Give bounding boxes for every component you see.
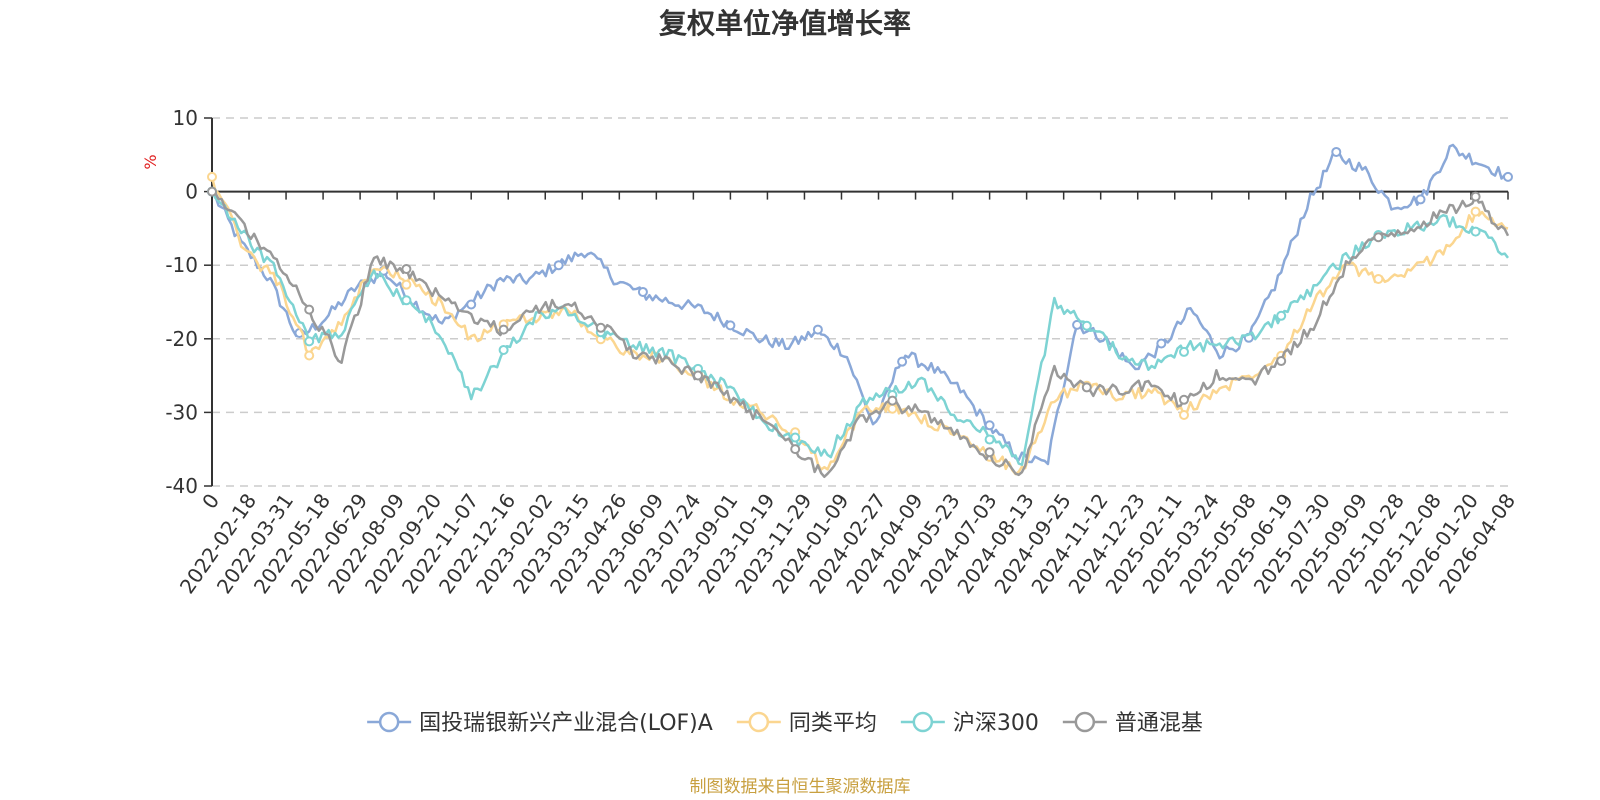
series-point (401, 295, 412, 306)
legend-label: 国投瑞银新兴产业混合(LOF)A (419, 711, 713, 736)
series-point (401, 279, 412, 290)
series-point (637, 286, 648, 297)
series-point (304, 350, 315, 361)
series-point (207, 171, 217, 182)
series-point (1081, 382, 1092, 393)
series-point (1179, 409, 1189, 420)
series-point (1470, 226, 1481, 237)
y-tick-label: -10 (165, 253, 198, 277)
x-tick-label: 0 (197, 489, 224, 513)
series-point (725, 320, 736, 331)
y-tick-labels: 10 0 -10 -20 -30 -40 (165, 106, 212, 498)
legend-swatch-marker (378, 711, 400, 733)
series-point (790, 444, 801, 455)
y-axis-unit: % (141, 154, 160, 169)
series-point (1156, 338, 1167, 349)
series-point (812, 324, 823, 335)
y-tick-label: -40 (165, 474, 198, 498)
series-point (887, 403, 898, 414)
series-point (498, 324, 509, 335)
legend-swatch-marker (912, 711, 934, 733)
legend-swatch-marker (1074, 711, 1096, 733)
series-point (304, 336, 315, 347)
legend-label: 同类平均 (789, 711, 877, 736)
series-point (1072, 319, 1083, 330)
series-point (897, 356, 908, 367)
legend[interactable]: 国投瑞银新兴产业混合(LOF)A 同类平均 沪深300 普通混基 (367, 711, 1203, 736)
series-line (211, 143, 1509, 466)
legend-label: 普通混基 (1115, 711, 1203, 736)
series-point (498, 344, 509, 355)
series-point (887, 395, 898, 406)
series-point (1081, 320, 1092, 331)
series-point (984, 434, 995, 445)
y-tick-label: -20 (165, 327, 198, 351)
series-line (210, 176, 1509, 476)
series-point (1470, 191, 1481, 202)
series-point (401, 263, 412, 274)
series-point (595, 322, 606, 333)
series-point (984, 447, 995, 458)
series-point (984, 420, 995, 431)
series-point (1179, 394, 1189, 405)
series-point (1276, 310, 1287, 321)
legend-swatch-marker (748, 711, 770, 733)
series-point (693, 370, 703, 381)
gridlines (212, 117, 1508, 487)
y-tick-label: -30 (165, 400, 198, 424)
series-point (790, 432, 801, 443)
series-point (466, 299, 477, 310)
series-point (207, 186, 217, 197)
series-point (1503, 171, 1513, 182)
series-line (210, 191, 1509, 466)
series-line (211, 190, 1510, 478)
series-point (1373, 273, 1384, 284)
series-point (1276, 356, 1287, 367)
series-point (1373, 232, 1384, 243)
legend-item[interactable]: 国投瑞银新兴产业混合(LOF)A (367, 711, 713, 736)
series-point (1470, 206, 1481, 217)
legend-item[interactable]: 沪深300 (900, 711, 1039, 736)
series-point (1415, 194, 1426, 205)
series-point (304, 304, 315, 315)
legend-item[interactable]: 普通混基 (1062, 711, 1203, 736)
y-tick-label: 0 (185, 180, 198, 204)
series-point (553, 260, 564, 271)
chart-title: 复权单位净值增长率 (659, 7, 911, 40)
source-note: 制图数据来自恒生聚源数据库 (690, 777, 911, 797)
series-lines (207, 143, 1513, 478)
legend-item[interactable]: 同类平均 (736, 711, 877, 736)
series-point (1179, 346, 1189, 357)
y-tick-label: 10 (173, 106, 198, 130)
x-tick-labels: 02022-02-182022-03-312022-05-182022-06-2… (175, 191, 1520, 598)
legend-label: 沪深300 (953, 711, 1039, 736)
series-point (1331, 146, 1342, 157)
